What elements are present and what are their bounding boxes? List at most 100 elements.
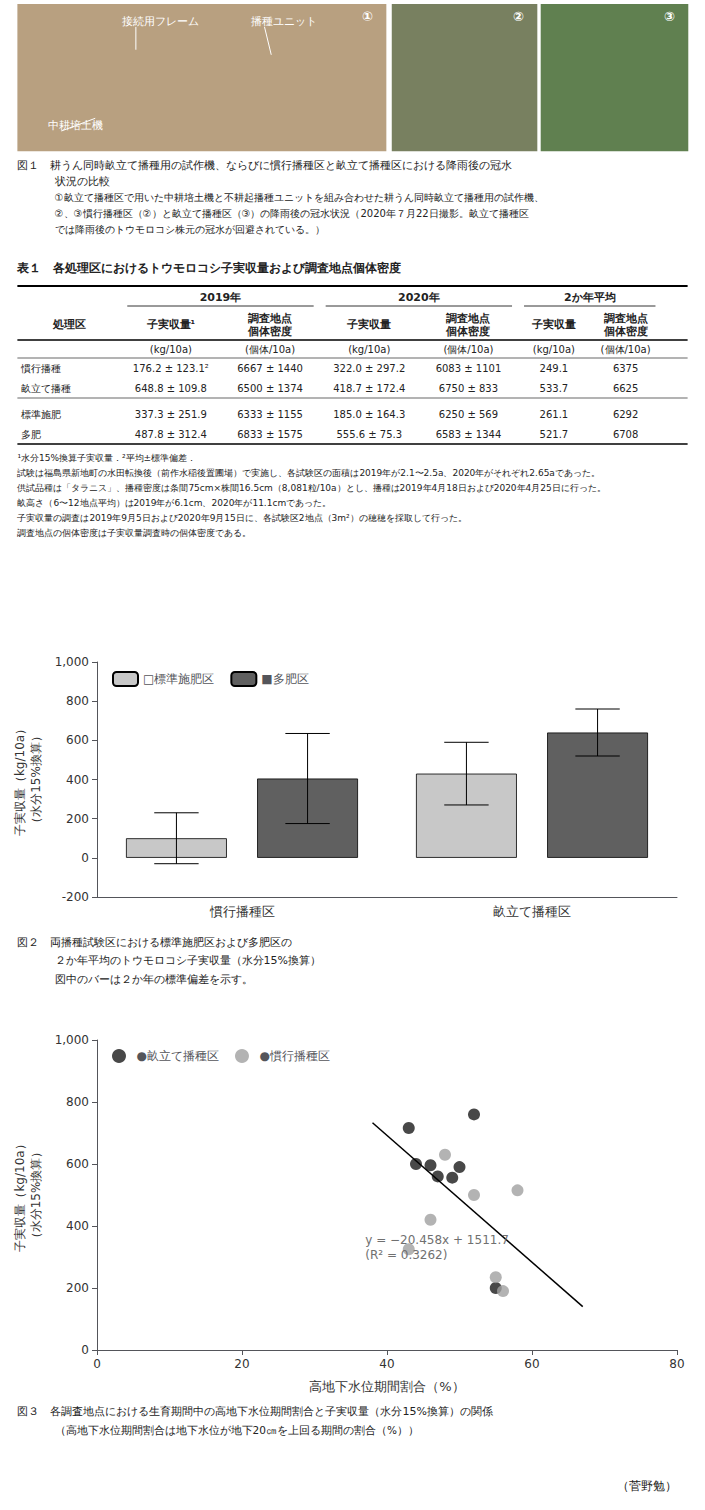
svg-text:176.2 ± 123.1²: 176.2 ± 123.1²	[133, 363, 209, 374]
svg-text:①畝立て播種区で用いた中耕培土機と不耕起播種ユニットを組み合: ①畝立て播種区で用いた中耕培土機と不耕起播種ユニットを組み合わせた耕うん同時畝立…	[55, 192, 544, 203]
svg-text:555.6 ± 75.3: 555.6 ± 75.3	[336, 429, 402, 440]
svg-text:6708: 6708	[613, 429, 638, 440]
svg-text:慣行播種区: 慣行播種区	[209, 904, 275, 919]
svg-text:個体密度: 個体密度	[247, 325, 292, 337]
svg-text:¹水分15%換算子実収量．²平均±標準偏差．: ¹水分15%換算子実収量．²平均±標準偏差．	[17, 453, 196, 463]
svg-text:(個体/10a): (個体/10a)	[245, 344, 295, 355]
svg-text:③: ③	[664, 9, 675, 24]
svg-text:200: 200	[66, 812, 89, 826]
svg-text:80: 80	[669, 1357, 684, 1371]
svg-text:(R² = 0.3262): (R² = 0.3262)	[365, 1248, 447, 1262]
svg-text:子実収量¹: 子実収量¹	[146, 318, 196, 330]
svg-text:②: ②	[513, 9, 524, 24]
svg-text:標準施肥: 標準施肥	[21, 409, 61, 420]
svg-text:■多肥区: ■多肥区	[261, 672, 308, 686]
svg-text:418.7 ± 172.4: 418.7 ± 172.4	[333, 383, 405, 394]
svg-text:(個体/10a): (個体/10a)	[601, 344, 651, 355]
svg-text:6500 ± 1374: 6500 ± 1374	[237, 383, 303, 394]
svg-text:648.8 ± 109.8: 648.8 ± 109.8	[135, 383, 207, 394]
svg-text:487.8 ± 312.4: 487.8 ± 312.4	[135, 429, 207, 440]
svg-text:子実収量の調査は2019年9月5日および2020年9月15日: 子実収量の調査は2019年9月5日および2020年9月15日に、各試験区2地点（…	[17, 513, 466, 523]
svg-text:②、③慣行播種区（②）と畝立て播種区（③）の降雨後の冠水状況: ②、③慣行播種区（②）と畝立て播種区（③）の降雨後の冠水状況（2020年７月22…	[55, 208, 529, 219]
svg-text:試験は福島県新地町の水田転換後（前作水稲後置圃場）で実施し、: 試験は福島県新地町の水田転換後（前作水稲後置圃場）で実施し、各試験区の面積は20…	[17, 468, 600, 478]
svg-text:800: 800	[66, 694, 89, 708]
svg-text:322.0 ± 297.2: 322.0 ± 297.2	[333, 363, 405, 374]
svg-text:6667 ± 1440: 6667 ± 1440	[237, 363, 303, 374]
svg-text:子実収量（kg/10a）: 子実収量（kg/10a）	[13, 1138, 27, 1251]
svg-text:20: 20	[234, 1357, 249, 1371]
svg-text:状況の比較: 状況の比較	[54, 175, 110, 187]
svg-text:400: 400	[66, 773, 89, 787]
svg-text:個体密度: 個体密度	[603, 325, 648, 337]
svg-text:533.7: 533.7	[540, 383, 569, 394]
svg-text:畝立て播種: 畝立て播種	[21, 383, 71, 394]
svg-text:表１ 各処理区におけるトウモロコシ子実収量および調査地点個体: 表１ 各処理区におけるトウモロコシ子実収量および調査地点個体密度	[16, 261, 401, 275]
svg-text:600: 600	[66, 1157, 89, 1171]
svg-text:y = −20.458x + 1511.7: y = −20.458x + 1511.7	[365, 1233, 509, 1247]
svg-text:子実収量（kg/10a）: 子実収量（kg/10a）	[13, 723, 27, 836]
svg-text:図１ 耕うん同時畝立て播種用の試作機、ならびに慣行播種区と畝: 図１ 耕うん同時畝立て播種用の試作機、ならびに慣行播種区と畝立て播種区における降…	[17, 159, 512, 172]
svg-text:供試品種は「タラニス」、播種密度は条間75cm×株間16.5: 供試品種は「タラニス」、播種密度は条間75cm×株間16.5cm（8,081粒/…	[17, 483, 605, 493]
svg-text:521.7: 521.7	[540, 429, 569, 440]
svg-text:800: 800	[66, 1095, 89, 1109]
svg-text:6583 ± 1344: 6583 ± 1344	[436, 429, 502, 440]
svg-text:調査地点の個体密度は子実収量調査時の個体密度である。: 調査地点の個体密度は子実収量調査時の個体密度である。	[17, 528, 251, 538]
svg-text:調査地点: 調査地点	[604, 312, 648, 325]
svg-text:畝高さ（6〜12地点平均）は2019年が6.1cm、2020: 畝高さ（6〜12地点平均）は2019年が6.1cm、2020年が11.1cmであ…	[17, 498, 331, 508]
svg-text:図２ 両播種試験区における標準施肥区および多肥区の: 図２ 両播種試験区における標準施肥区および多肥区の	[17, 936, 292, 949]
svg-text:調査地点: 調査地点	[248, 312, 292, 325]
svg-text:中耕培土機: 中耕培土機	[48, 119, 103, 132]
svg-text:0: 0	[81, 1343, 89, 1357]
svg-text:子実収量: 子実収量	[346, 318, 391, 330]
svg-text:6250 ± 569: 6250 ± 569	[439, 409, 498, 420]
svg-text:●畝立て播種区: ●畝立て播種区	[137, 1049, 219, 1063]
svg-text:●慣行播種区: ●慣行播種区	[259, 1049, 329, 1063]
svg-text:多肥: 多肥	[21, 429, 41, 440]
svg-text:60: 60	[524, 1357, 539, 1371]
svg-text:400: 400	[66, 1219, 89, 1233]
svg-text:□標準施肥区: □標準施肥区	[143, 672, 214, 686]
svg-text:6750 ± 833: 6750 ± 833	[439, 383, 498, 394]
svg-text:600: 600	[66, 733, 89, 747]
svg-text:6625: 6625	[613, 383, 638, 394]
svg-text:処理区: 処理区	[52, 318, 86, 330]
svg-text:0: 0	[93, 1357, 101, 1371]
svg-text:200: 200	[66, 1281, 89, 1295]
svg-text:(kg/10a): (kg/10a)	[348, 344, 390, 355]
svg-text:図３ 各調査地点における生育期間中の高地下水位期間割合と子実: 図３ 各調査地点における生育期間中の高地下水位期間割合と子実収量（水分15%換算…	[17, 1405, 492, 1418]
svg-text:（菅野勉）: （菅野勉）	[617, 1479, 677, 1493]
svg-text:（水分15%換算）: （水分15%換算）	[29, 1146, 43, 1245]
svg-text:1,000: 1,000	[55, 1033, 89, 1047]
svg-text:6083 ± 1101: 6083 ± 1101	[436, 363, 502, 374]
svg-text:185.0 ± 164.3: 185.0 ± 164.3	[333, 409, 405, 420]
svg-text:(個体/10a): (個体/10a)	[443, 344, 493, 355]
svg-text:(kg/10a): (kg/10a)	[150, 344, 192, 355]
svg-text:播種ユニット: 播種ユニット	[251, 15, 317, 28]
svg-text:２か年平均のトウモロコシ子実収量（水分15%換算）: ２か年平均のトウモロコシ子実収量（水分15%換算）	[55, 954, 321, 967]
svg-text:337.3 ± 251.9: 337.3 ± 251.9	[135, 409, 207, 420]
svg-text:6292: 6292	[613, 409, 638, 420]
svg-text:6375: 6375	[613, 363, 638, 374]
svg-text:0: 0	[81, 851, 89, 865]
svg-text:6333 ± 1155: 6333 ± 1155	[237, 409, 303, 420]
svg-text:2か年平均: 2か年平均	[564, 291, 616, 304]
svg-text:（水分15%換算）: （水分15%換算）	[29, 730, 43, 829]
svg-text:個体密度: 個体密度	[445, 325, 490, 337]
svg-text:6833 ± 1575: 6833 ± 1575	[237, 429, 303, 440]
svg-text:40: 40	[379, 1357, 394, 1371]
svg-text:1,000: 1,000	[55, 655, 89, 669]
svg-text:2020年: 2020年	[398, 291, 440, 304]
svg-text:249.1: 249.1	[540, 363, 569, 374]
svg-text:子実収量: 子実収量	[531, 318, 576, 330]
svg-text:261.1: 261.1	[540, 409, 569, 420]
svg-text:調査地点: 調査地点	[446, 312, 490, 325]
svg-text:では降雨後のトウモロコシ株元の冠水が回避されている。）: では降雨後のトウモロコシ株元の冠水が回避されている。）	[55, 224, 325, 235]
svg-text:①: ①	[362, 9, 373, 24]
svg-text:高地下水位期間割合（%）: 高地下水位期間割合（%）	[309, 1379, 464, 1394]
svg-text:-200: -200	[62, 890, 89, 904]
svg-text:（高地下水位期間割合は地下水位が地下20㎝を上回る期間の割合: （高地下水位期間割合は地下水位が地下20㎝を上回る期間の割合（%））	[55, 1424, 419, 1436]
svg-text:(kg/10a): (kg/10a)	[533, 344, 575, 355]
svg-text:接続用フレーム: 接続用フレーム	[122, 15, 199, 28]
svg-text:2019年: 2019年	[200, 291, 242, 304]
svg-text:慣行播種: 慣行播種	[20, 363, 61, 374]
